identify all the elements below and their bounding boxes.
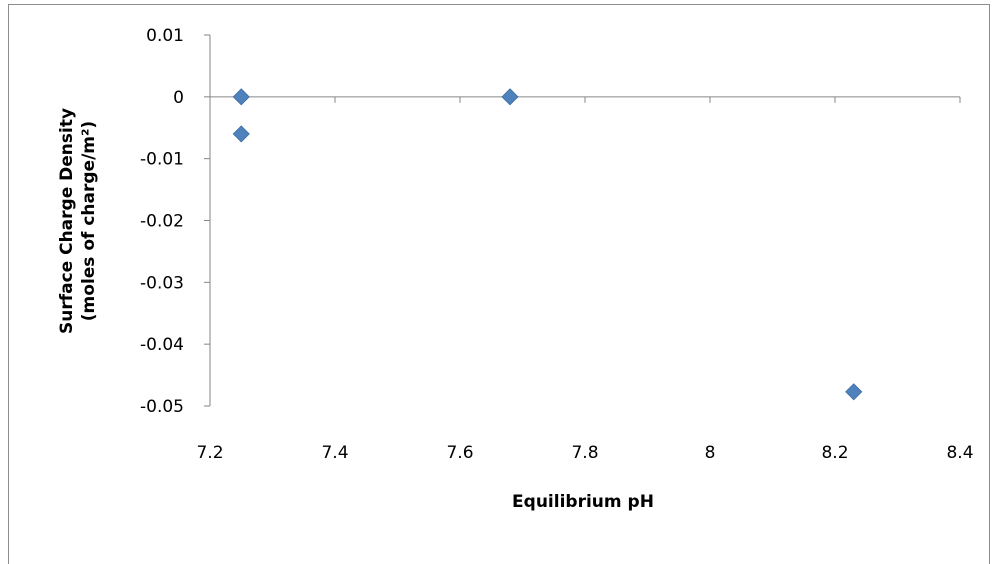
scatter-chart: 0.01 0 -0.01 -0.02 -0.03 -0.04 -0.05 7.2 7.4 7.6… [57,26,974,512]
x-tick-label: 7.6 [446,443,473,463]
x-tick-label: 8.2 [821,443,848,463]
x-tick-label: 7.8 [571,443,598,463]
y-tick-label: -0.02 [140,212,184,232]
axes [204,34,961,407]
y-axis-title-line2: (moles of charge/m²) [79,121,99,321]
y-tick-label: -0.04 [140,335,184,355]
x-tick-label: 7.4 [321,443,348,463]
x-tick-labels: 7.2 7.4 7.6 7.8 8 8.2 8.4 [196,443,973,463]
x-tick-label: 8.4 [946,443,973,463]
data-points [232,88,863,401]
x-axis-title: Equilibrium pH [512,492,654,512]
y-tick-label: -0.03 [140,273,184,293]
data-point [232,125,250,143]
y-tick-label: -0.05 [140,397,184,417]
data-point [501,88,519,106]
x-tick-label: 8 [705,443,716,463]
y-tick-label: 0.01 [146,26,184,46]
x-tick-label: 7.2 [196,443,223,463]
data-point [232,88,250,106]
data-point [845,383,863,401]
chart-frame [8,4,990,564]
y-tick-label: 0 [173,88,184,108]
y-tick-label: -0.01 [140,150,184,170]
y-axis-title-line1: Surface Charge Density [57,108,77,334]
y-tick-labels: 0.01 0 -0.01 -0.02 -0.03 -0.04 -0.05 [140,26,184,417]
